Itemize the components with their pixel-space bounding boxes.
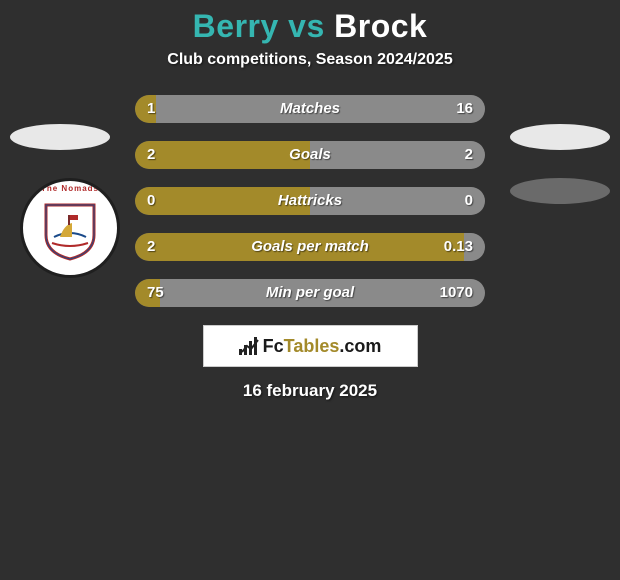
competition-subtitle: Club competitions, Season 2024/2025 <box>0 51 620 69</box>
stat-label: Goals <box>135 141 485 169</box>
stat-label: Hattricks <box>135 187 485 215</box>
player1-badge-placeholder <box>10 124 110 150</box>
brand-prefix: Fc <box>263 336 284 356</box>
stat-label: Goals per match <box>135 233 485 261</box>
vs-separator: vs <box>288 8 325 44</box>
stat-row: 22Goals <box>135 141 485 169</box>
stat-label: Matches <box>135 95 485 123</box>
player2-name: Brock <box>334 8 427 44</box>
player1-name: Berry <box>193 8 279 44</box>
stat-row: 20.13Goals per match <box>135 233 485 261</box>
fctables-watermark: FcTables.com <box>203 325 418 367</box>
brand-domain: .com <box>339 336 381 356</box>
club-logo: The Nomads <box>20 178 120 278</box>
stat-row: 116Matches <box>135 95 485 123</box>
stats-panel: 116Matches 22Goals 00Hattricks 20.13Goals p… <box>135 95 485 307</box>
stat-label: Min per goal <box>135 279 485 307</box>
player2-badge-placeholder-2 <box>510 178 610 204</box>
club-logo-text: The Nomads <box>23 184 117 193</box>
comparison-date: 16 february 2025 <box>0 381 620 401</box>
comparison-title: Berry vs Brock <box>0 0 620 51</box>
brand-text: FcTables.com <box>263 336 382 357</box>
stat-row: 751070Min per goal <box>135 279 485 307</box>
brand-suffix: Tables <box>284 336 340 356</box>
club-shield-icon <box>42 201 98 261</box>
stat-row: 00Hattricks <box>135 187 485 215</box>
chart-line-icon <box>241 337 259 355</box>
player2-badge-placeholder-1 <box>510 124 610 150</box>
